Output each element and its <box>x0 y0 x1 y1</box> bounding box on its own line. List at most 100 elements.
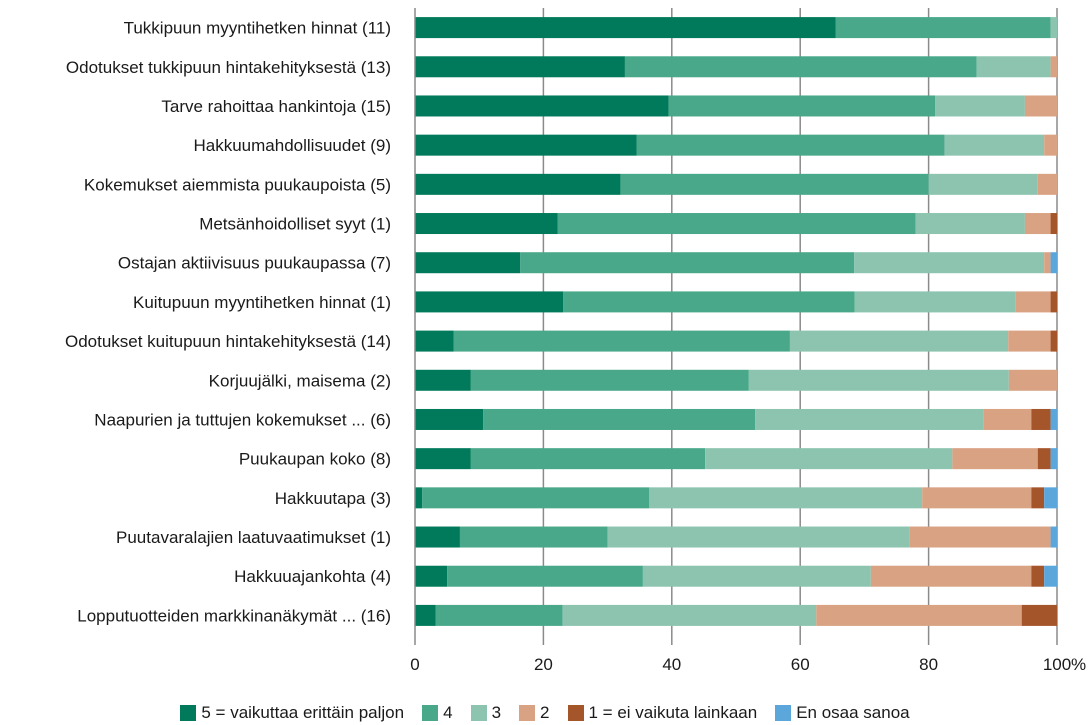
bar-segment <box>1050 448 1057 470</box>
x-tick-labels: 0 20 40 60 80 100 <box>410 655 1071 674</box>
x-axis-unit: % <box>1071 655 1086 674</box>
bar-segment <box>557 213 916 235</box>
bar-segment <box>1050 17 1057 39</box>
bar-segment <box>1024 213 1051 235</box>
bar-segment <box>415 56 625 78</box>
bar-segment <box>935 95 1025 117</box>
bar-segment <box>415 291 564 313</box>
bar-segment <box>1031 565 1045 587</box>
bar-segment <box>1050 213 1057 235</box>
bar-segment <box>453 330 790 352</box>
bar-segment <box>435 604 563 626</box>
legend-item: 1 = ei vaikuta lainkaan <box>567 702 758 723</box>
stacked-bar-chart: Tukkipuun myyntihetken hinnat (11) Odotuk… <box>65 8 1086 674</box>
category-label: Odotukset tukkipuun hintakehityksestä (1… <box>66 58 391 77</box>
category-label: Kokemukset aiemmista puukaupoista (5) <box>84 175 391 194</box>
bar-segment <box>915 213 1025 235</box>
bar-segment <box>470 369 749 391</box>
x-tick-label: 0 <box>410 655 419 674</box>
bar-segment <box>415 369 471 391</box>
bar-segment <box>1044 134 1057 156</box>
legend-label: 1 = ei vaikuta lainkaan <box>588 702 758 722</box>
bar-segment <box>928 173 1038 195</box>
bar-segment <box>415 95 669 117</box>
legend-item: 4 <box>422 702 453 723</box>
x-tick-label: 60 <box>791 655 810 674</box>
bar-segment <box>607 526 910 548</box>
legend-label: En osaa sanoa <box>796 702 910 722</box>
bar-segment <box>983 408 1032 430</box>
legend-item: 2 <box>519 703 550 723</box>
bar-segment <box>415 213 558 235</box>
bar-segment <box>1050 526 1057 548</box>
bar-segment <box>1050 330 1057 352</box>
bar-segment <box>1031 408 1051 430</box>
bar-segment <box>1024 95 1057 117</box>
bar-segment <box>422 487 650 509</box>
bar-segment <box>1031 487 1045 509</box>
category-label: Metsänhoidolliset syyt (1) <box>199 215 391 234</box>
category-labels: Tukkipuun myyntihetken hinnat (11) Odotuk… <box>65 19 391 626</box>
category-label: Lopputuotteiden markkinanäkymät ... (16) <box>77 606 391 625</box>
bar-segment <box>1050 408 1057 430</box>
category-label: Hakkuuajankohta (4) <box>234 567 391 586</box>
category-label: Tukkipuun myyntihetken hinnat (11) <box>124 19 391 38</box>
legend-label: 4 <box>443 702 453 722</box>
bar-segment <box>415 173 621 195</box>
bar-segment <box>668 95 936 117</box>
bar-segment <box>1050 56 1057 78</box>
x-tick-label: 20 <box>534 655 553 674</box>
bar-segment <box>483 408 756 430</box>
category-label: Korjuujälki, maisema (2) <box>209 371 391 390</box>
legend: 5 = vaikuttaa erittäin paljon 4 3 2 1 = ei v… <box>0 700 1090 725</box>
bar-segment <box>415 526 460 548</box>
bar-segment <box>952 448 1038 470</box>
legend-swatch <box>422 704 439 721</box>
bar-segment <box>835 17 1051 39</box>
legend-label: 5 = vaikuttaa erittäin paljon <box>201 702 405 722</box>
bar-segment <box>470 448 706 470</box>
bar-segment <box>562 604 817 626</box>
bar-segment <box>789 330 1009 352</box>
legend-item: En osaa sanoa <box>775 702 910 723</box>
bar-segment <box>649 487 923 509</box>
bar-segment <box>620 173 929 195</box>
legend-swatch <box>519 704 536 721</box>
bar-segment <box>816 604 1022 626</box>
bar-segment <box>459 526 608 548</box>
bar-segment <box>624 56 977 78</box>
x-tick-label: 40 <box>662 655 681 674</box>
bar-segment <box>642 565 871 587</box>
bar-segment <box>748 369 1009 391</box>
bar-segment <box>1008 330 1051 352</box>
bar-segment <box>755 408 984 430</box>
bar-segment <box>415 565 448 587</box>
bar-segment <box>563 291 855 313</box>
legend-swatch <box>775 704 792 721</box>
category-label: Puutavaralajien laatuvaatimukset (1) <box>116 528 391 547</box>
bar-segment <box>1044 252 1051 274</box>
bar-segment <box>705 448 953 470</box>
bar-segment <box>944 134 1045 156</box>
x-tick-label: 100 <box>1043 655 1071 674</box>
bar-segment <box>909 526 1051 548</box>
bar-segment <box>1050 291 1057 313</box>
legend-item: 5 = vaikuttaa erittäin paljon <box>180 703 404 723</box>
bar-segment <box>1008 369 1057 391</box>
bars <box>415 17 1057 626</box>
bar-segment <box>1044 565 1057 587</box>
bar-segment <box>415 330 454 352</box>
bar-segment <box>415 252 521 274</box>
bar-segment <box>415 448 471 470</box>
bar-segment <box>636 134 945 156</box>
x-tick-label: 80 <box>919 655 938 674</box>
bar-segment <box>415 408 484 430</box>
bar-segment <box>976 56 1051 78</box>
legend-item: 3 <box>470 703 501 723</box>
bar-segment <box>415 604 436 626</box>
category-label: Puukaupan koko (8) <box>239 450 391 469</box>
category-label: Hakkuumahdollisuudet (9) <box>194 136 392 155</box>
bar-segment <box>1037 448 1051 470</box>
category-label: Odotukset kuitupuun hintakehityksestä (1… <box>65 332 391 351</box>
category-label: Naapurien ja tuttujen kokemukset ... (6) <box>94 410 391 429</box>
